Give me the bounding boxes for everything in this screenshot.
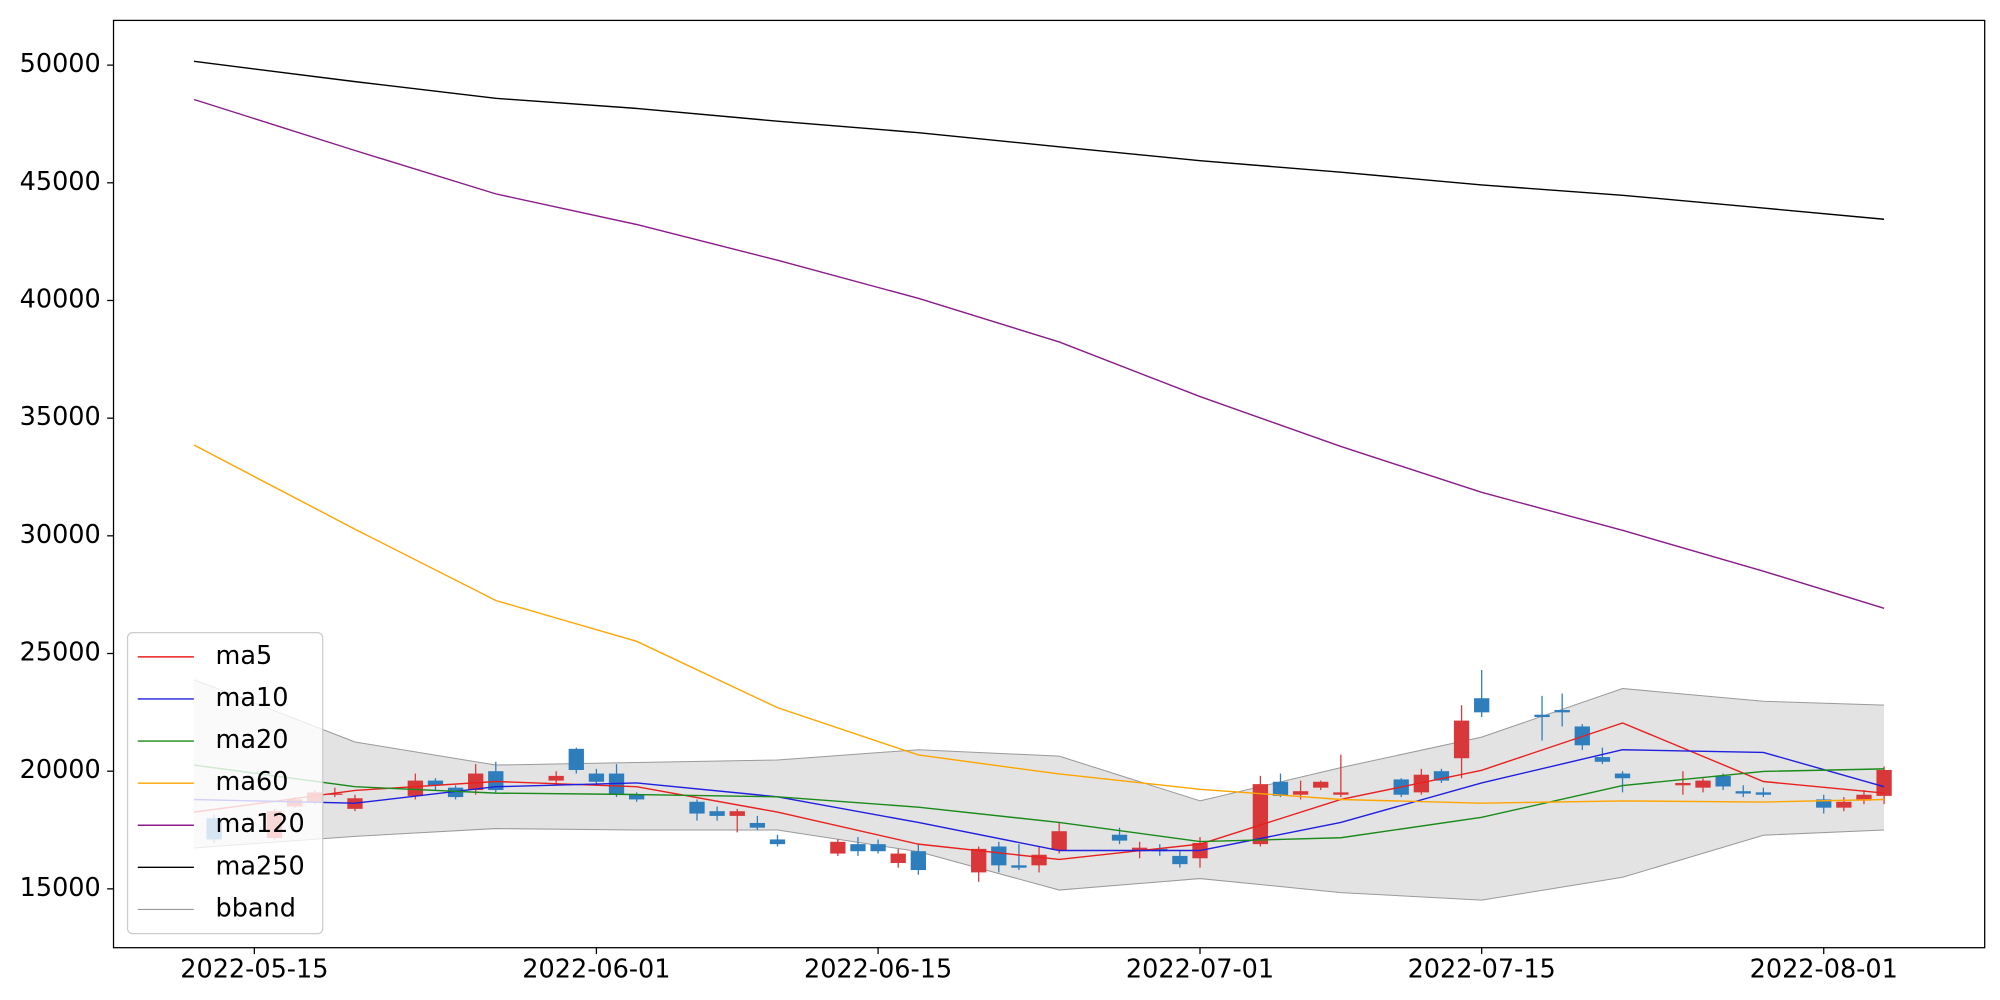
candle-body (1554, 709, 1570, 713)
candle-body (1011, 865, 1027, 868)
y-tick-label: 40000 (20, 284, 101, 314)
candle-body (991, 846, 1007, 866)
candle-body (1836, 801, 1852, 808)
candle-body (407, 780, 423, 796)
line-ma20 (193, 764, 1885, 843)
candle-body (1816, 799, 1832, 808)
candle-body (488, 771, 504, 791)
candle-body (1292, 791, 1309, 795)
candle-body (850, 844, 866, 852)
legend-label: ma120 (216, 809, 305, 839)
candle-body (709, 811, 725, 816)
line-ma120 (193, 98, 1885, 609)
candle-body (1474, 698, 1490, 713)
x-tick-label: 2022-06-15 (804, 955, 952, 985)
candle-body (910, 851, 926, 871)
candle-body (1252, 784, 1269, 845)
candle-body (890, 853, 906, 863)
candle-body (1172, 855, 1188, 865)
candle-body (1131, 847, 1148, 852)
y-tick-label: 50000 (20, 49, 101, 79)
y-tick-label: 35000 (20, 402, 101, 432)
candle-body (1051, 831, 1067, 851)
legend: ma5 ma10 ma20 ma60 ma120 ma250 bband (126, 632, 324, 935)
candle-body (1715, 775, 1731, 787)
candle-body (1413, 774, 1429, 793)
candle-body (1876, 770, 1892, 796)
candle-body (588, 773, 605, 782)
candle-body (427, 780, 444, 786)
candle-body (1031, 854, 1047, 866)
legend-label: ma20 (216, 725, 289, 755)
bband-fill (194, 679, 1885, 901)
candle-body (830, 841, 846, 854)
y-tick-label: 45000 (20, 167, 101, 197)
candle-body (729, 811, 745, 816)
candle-body (1675, 782, 1691, 786)
x-tick-label: 2022-08-01 (1750, 955, 1898, 985)
candle-body (1614, 773, 1631, 779)
y-tick-label: 25000 (20, 638, 101, 668)
candle-body (548, 775, 564, 781)
legend-label: ma10 (216, 683, 289, 713)
legend-box (126, 632, 324, 935)
x-tick-label: 2022-07-15 (1408, 955, 1556, 985)
candle-body (689, 801, 705, 814)
candle-body (870, 844, 886, 852)
candle-body (628, 794, 645, 800)
x-tick-label: 2022-07-01 (1126, 955, 1274, 985)
candle-body (1453, 720, 1470, 759)
x-tick-label: 2022-06-01 (522, 955, 670, 985)
legend-label: bband (216, 893, 296, 923)
candle-body (1735, 791, 1751, 794)
y-tick-label: 15000 (20, 873, 101, 903)
x-tick-label: 2022-05-15 (180, 955, 328, 985)
legend-label: ma60 (216, 767, 289, 797)
bband-lower (193, 828, 1885, 901)
candle-body (749, 822, 766, 828)
candle-body (468, 773, 484, 791)
line-ma5 (193, 722, 1885, 861)
candle-body (1695, 780, 1711, 788)
candle-body (769, 839, 786, 845)
candle-body (327, 793, 343, 795)
candle-body (971, 848, 987, 873)
y-tick-label: 20000 (20, 755, 101, 785)
axes-frame (112, 19, 1986, 949)
candle-body (1272, 781, 1289, 796)
candle-body (1534, 714, 1550, 718)
candle-body (1433, 771, 1450, 781)
line-ma60 (193, 444, 1885, 804)
candle-body (447, 787, 464, 798)
y-tick-label: 30000 (20, 520, 101, 550)
candle-body (1111, 834, 1128, 841)
line-ma10 (193, 749, 1885, 852)
candle-body (1856, 794, 1872, 801)
candle-body (1313, 781, 1329, 788)
legend-label: ma250 (216, 851, 305, 881)
candle-body (1594, 757, 1611, 762)
legend-label: ma5 (216, 641, 273, 671)
candle-body (1755, 792, 1772, 795)
candle-body (1333, 792, 1349, 795)
line-ma250 (193, 60, 1885, 220)
candle-body (568, 748, 584, 771)
